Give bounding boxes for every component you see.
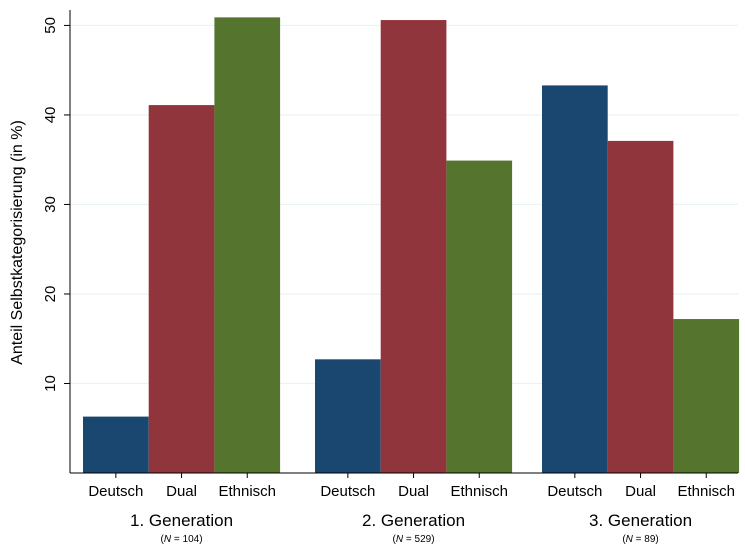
bar-dual [148, 105, 215, 473]
axes [64, 10, 738, 478]
y-tick-label: 10 [42, 375, 59, 392]
bar-ethnisch [673, 319, 740, 473]
category-label: Ethnisch [450, 483, 508, 500]
group-n-label: (N = 104) [161, 534, 203, 545]
y-tick-label: 50 [42, 17, 59, 34]
group-n-label: (N = 89) [622, 534, 658, 545]
category-label: Ethnisch [677, 483, 735, 500]
bars [83, 17, 740, 474]
bar-deutsch [315, 359, 381, 473]
category-label: Dual [398, 483, 429, 500]
y-tick-label: 20 [42, 286, 59, 303]
y-tick-label: 30 [42, 196, 59, 213]
bar-ethnisch [446, 160, 513, 473]
bar-deutsch [542, 85, 608, 473]
labels: 10 20 30 40 50 Deutsch Dual Ethnisch 1. Generati… [42, 17, 735, 545]
y-axis-title: Anteil Selbstkategorisierung (in %) [9, 120, 26, 365]
group-label: 3. Generation [589, 511, 692, 530]
category-label: Deutsch [320, 483, 375, 500]
category-label: Dual [625, 483, 656, 500]
bar-ethnisch [214, 17, 281, 473]
bar-dual [607, 140, 674, 473]
category-label: Deutsch [547, 483, 602, 500]
bar-deutsch [83, 416, 149, 473]
category-label: Deutsch [88, 483, 143, 500]
group-label: 2. Generation [362, 511, 465, 530]
bar-dual [380, 20, 447, 474]
group-label: 1. Generation [130, 511, 233, 530]
group-n-label: (N = 529) [393, 534, 435, 545]
y-tick-label: 40 [42, 107, 59, 124]
category-label: Ethnisch [218, 483, 276, 500]
category-label: Dual [166, 483, 197, 500]
